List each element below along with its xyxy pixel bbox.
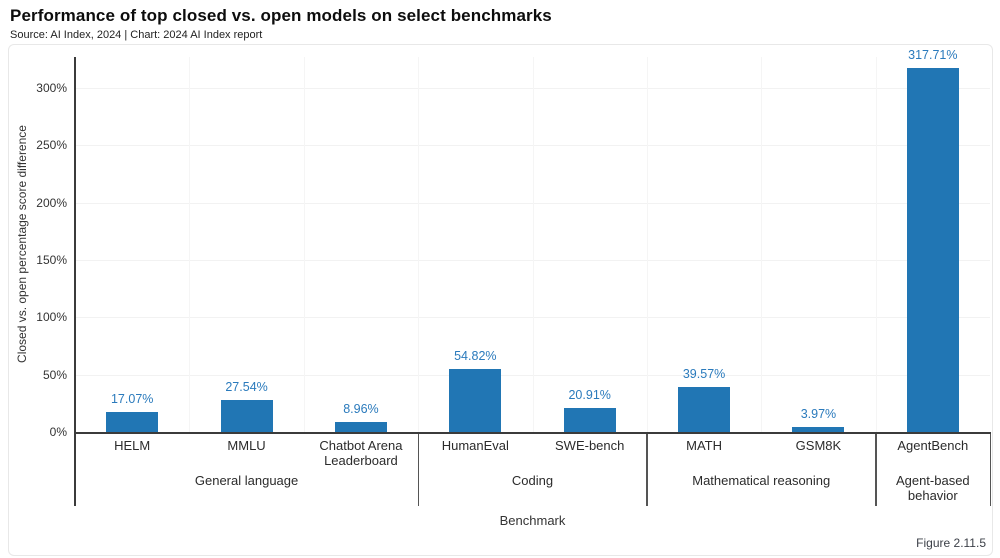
group-separator [989,432,991,506]
bar [449,369,502,432]
y-tick-label: 150% [36,253,67,267]
category-label: MMLU [227,438,266,453]
column-gridline [646,57,648,432]
column-gridline [189,57,191,432]
group-label: Mathematical reasoning [692,473,831,488]
y-tick-label: 200% [36,195,67,210]
bar [106,412,159,432]
group-label: General language [194,473,299,488]
bar-value-label: 8.96% [343,401,379,416]
category-label: HELM [114,438,151,453]
bar [678,386,731,432]
bar-value-label: 39.57% [682,366,726,381]
column-gridline [761,57,763,432]
column-gridline [303,57,305,432]
chart-card [8,44,993,556]
chart-title: Performance of top closed vs. open model… [10,6,552,25]
column-gridline [875,57,877,432]
category-label: AgentBench [897,438,969,453]
category-label: HumanEval [441,438,509,453]
group-separator [417,432,420,506]
bar [220,400,273,432]
bar [792,427,845,432]
group-label: Agent-based behavior [895,473,970,503]
figure-number-label: Figure 2.11.5 [916,536,986,550]
y-tick-label: 250% [36,138,67,153]
group-separator [875,432,877,506]
x-axis-label: Benchmark [499,513,566,528]
group-separator [646,432,648,506]
y-axis-line [74,57,76,506]
category-label: Chatbot Arena Leaderboard [319,438,403,468]
y-tick-label: 50% [42,367,67,382]
category-label: SWE-bench [555,438,625,453]
column-gridline [532,57,534,432]
bar-value-label: 3.97% [800,407,837,422]
y-tick-label: 0% [49,425,67,439]
bar-value-label: 54.82% [454,349,497,364]
chart-source-subtitle: Source: AI Index, 2024 | Chart: 2024 AI … [10,29,263,41]
bar-value-label: 17.07% [110,392,154,407]
bar-value-label: 20.91% [568,388,611,403]
bar [334,421,387,432]
category-label: GSM8K [795,438,842,453]
bar-value-label: 317.71% [908,47,958,62]
bar [563,408,616,432]
x-axis-line [74,432,991,434]
group-label: Coding [511,473,554,488]
bar [906,67,959,432]
category-label: MATH [686,438,722,453]
column-gridline [418,57,420,432]
y-tick-label: 100% [36,310,67,325]
y-tick-label: 300% [36,81,67,95]
bar-value-label: 27.54% [225,380,268,395]
